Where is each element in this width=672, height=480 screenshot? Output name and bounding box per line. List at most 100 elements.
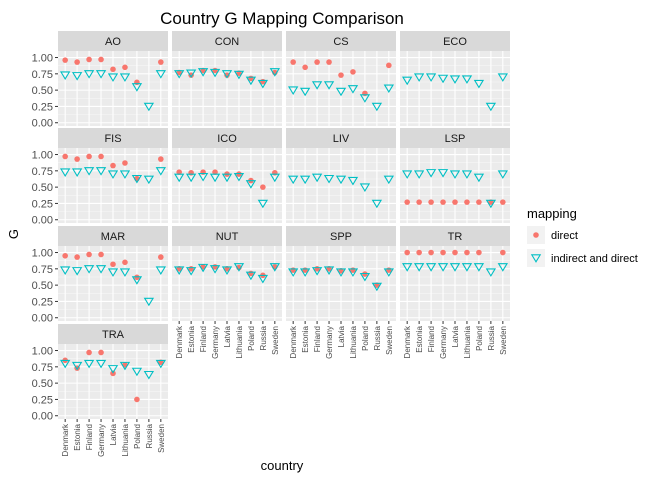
x-tick-label: Estonia xyxy=(301,325,310,352)
data-point-indirect-and-direct xyxy=(71,72,83,81)
data-point-direct xyxy=(464,199,470,205)
facet-strip-label: ECO xyxy=(443,36,467,48)
legend-title: mapping xyxy=(527,206,577,221)
facet-panel-cs: CS xyxy=(286,31,396,126)
data-point-direct xyxy=(452,249,458,256)
x-tick-label: Russia xyxy=(487,325,496,350)
facet-strip xyxy=(286,31,396,51)
data-point-direct xyxy=(110,162,116,169)
x-tick-label: Sweden xyxy=(157,424,166,453)
facet-panel-tra: TRA 0.00 0.25 0.50 0.75 1.00 Denmark Estonia Fin… xyxy=(32,324,168,457)
y-tick-label: 0.50 xyxy=(32,85,53,97)
x-tick-label: Latvia xyxy=(109,423,118,445)
data-point-indirect-and-direct xyxy=(59,168,71,177)
data-point-indirect-and-direct xyxy=(269,68,281,77)
data-point-indirect-and-direct xyxy=(323,174,335,184)
facet-strip-label: MAR xyxy=(101,231,126,243)
data-point-indirect-and-direct xyxy=(221,266,233,275)
data-point-indirect-and-direct xyxy=(257,274,269,284)
data-point-indirect-and-direct xyxy=(107,170,119,179)
facet-strip-label: CS xyxy=(333,36,348,48)
data-point-indirect-and-direct xyxy=(401,170,413,179)
data-point-indirect-and-direct xyxy=(299,87,311,97)
data-point-indirect-and-direct xyxy=(473,173,485,183)
data-point-indirect-and-direct xyxy=(413,263,425,272)
data-point-indirect-and-direct xyxy=(245,76,257,86)
data-point-indirect-and-direct xyxy=(335,87,347,97)
data-point-direct xyxy=(500,199,506,205)
data-point-indirect-and-direct xyxy=(155,70,167,79)
y-tick-label: 0.25 xyxy=(32,198,53,210)
data-point-indirect-and-direct xyxy=(221,173,233,183)
data-point-direct xyxy=(122,64,128,71)
x-tick-label: Finland xyxy=(199,326,208,352)
y-tick-label: 0.50 xyxy=(32,182,53,194)
facet-strip-label: AO xyxy=(105,36,121,48)
data-point-direct xyxy=(290,59,296,65)
data-point-direct xyxy=(62,252,68,259)
facet-strip-label: ICO xyxy=(217,133,237,145)
y-tick-label: 1.00 xyxy=(32,150,53,162)
data-point-indirect-and-direct xyxy=(143,175,155,185)
facet-strip xyxy=(172,128,282,148)
y-tick-label: 1.00 xyxy=(32,248,53,260)
data-point-indirect-and-direct xyxy=(311,267,323,276)
data-point-direct xyxy=(386,62,392,69)
data-point-direct xyxy=(302,64,308,71)
y-tick-label: 0.75 xyxy=(32,264,53,276)
data-point-indirect-and-direct xyxy=(59,359,71,369)
data-point-direct xyxy=(260,184,266,190)
facet-panel-lsp: LSP xyxy=(400,128,510,223)
data-point-direct xyxy=(98,251,104,258)
x-tick-label: Estonia xyxy=(415,325,424,352)
chart-title: Country G Mapping Comparison xyxy=(160,9,404,28)
y-tick-label: 0.50 xyxy=(32,280,53,292)
data-point-indirect-and-direct xyxy=(413,73,425,82)
data-point-direct xyxy=(440,199,446,205)
y-tick-label: 0.50 xyxy=(32,378,53,390)
x-tick-label: Russia xyxy=(259,325,268,350)
data-point-indirect-and-direct xyxy=(83,70,95,79)
data-point-direct xyxy=(98,349,104,356)
data-point-indirect-and-direct xyxy=(107,73,119,82)
data-point-direct xyxy=(338,72,344,78)
data-point-indirect-and-direct xyxy=(485,102,497,112)
x-tick-label: Germany xyxy=(97,424,106,457)
y-axis-label: G xyxy=(6,229,21,239)
data-point-indirect-and-direct xyxy=(83,265,95,274)
y-tick-label: 1.00 xyxy=(32,346,53,358)
data-point-indirect-and-direct xyxy=(155,266,167,275)
data-point-direct xyxy=(158,254,164,260)
data-point-direct xyxy=(416,199,422,205)
data-point-indirect-and-direct xyxy=(257,199,269,209)
facet-panel-tr: TR Denmark Estonia Finland Germany Latvia Lith… xyxy=(400,226,510,359)
data-point-indirect-and-direct xyxy=(437,263,449,272)
data-point-direct xyxy=(212,169,218,175)
data-point-indirect-and-direct xyxy=(335,175,347,185)
data-point-indirect-and-direct xyxy=(383,175,395,185)
facet-strip-label: NUT xyxy=(216,231,239,243)
legend-item-label: direct xyxy=(551,230,578,242)
data-point-indirect-and-direct xyxy=(323,81,335,90)
x-tick-label: Finland xyxy=(85,424,94,450)
data-point-indirect-and-direct xyxy=(401,76,413,86)
data-point-direct xyxy=(326,59,332,65)
data-point-indirect-and-direct xyxy=(221,70,233,79)
data-point-indirect-and-direct xyxy=(425,263,437,272)
data-point-indirect-and-direct xyxy=(95,70,107,79)
x-tick-label: Russia xyxy=(373,325,382,350)
facet-panel-con: CON xyxy=(172,31,282,126)
y-tick-label: 0.25 xyxy=(32,101,53,113)
data-point-indirect-and-direct xyxy=(155,359,167,369)
data-point-indirect-and-direct xyxy=(359,94,371,103)
facet-strip xyxy=(400,128,510,148)
x-tick-label: Denmark xyxy=(289,325,298,358)
data-point-indirect-and-direct xyxy=(497,170,509,179)
y-tick-label: 0.25 xyxy=(32,394,53,406)
x-tick-label: Germany xyxy=(325,326,334,359)
facet-strip xyxy=(58,324,168,344)
data-point-direct xyxy=(452,199,458,205)
data-point-indirect-and-direct xyxy=(173,70,185,79)
data-point-indirect-and-direct xyxy=(233,172,245,182)
data-point-direct xyxy=(428,249,434,256)
